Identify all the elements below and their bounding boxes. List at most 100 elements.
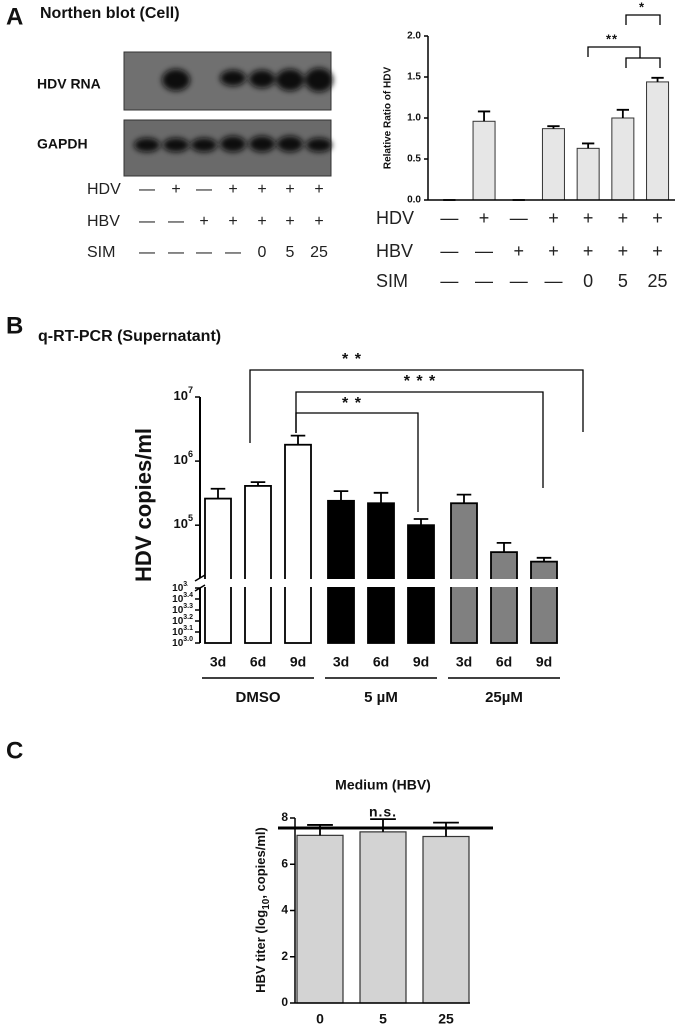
condition-label: HDV [376, 208, 414, 228]
tick-base: 10 [174, 453, 188, 468]
significance-label: * * [342, 395, 362, 412]
bar [296, 834, 344, 1004]
error-bar [413, 518, 429, 526]
condition-value: + [513, 241, 524, 261]
error-bar [496, 541, 512, 553]
y-tick-label: 2.0 [407, 31, 421, 42]
condition-value: 0 [258, 244, 267, 261]
condition-label: HBV [376, 241, 413, 261]
bar [530, 560, 558, 644]
y-axis-label-part: , copies/ml) [253, 827, 268, 899]
significance-bracket [249, 369, 584, 443]
condition-value: — [168, 244, 184, 261]
bar [244, 485, 272, 644]
condition-value: + [314, 213, 323, 230]
condition-value: 25 [310, 244, 328, 261]
x-tick-label: 25 [438, 1011, 454, 1027]
x-tick-label: 3d [333, 654, 349, 670]
tick-exponent: 7 [188, 385, 193, 395]
y-tick-label: 2 [281, 949, 288, 963]
condition-value: — [196, 244, 212, 261]
blot-row-label: GAPDH [37, 136, 88, 152]
condition-value: — [225, 244, 241, 261]
x-tick-label: 6d [250, 654, 266, 670]
condition-value: + [618, 241, 629, 261]
condition-value: + [171, 181, 180, 198]
condition-value: — [139, 244, 155, 261]
tick-exponent: 5 [188, 514, 193, 524]
blot-title: Northen blot (Cell) [40, 5, 180, 22]
error-bar [433, 821, 459, 837]
y-tick-label: 4 [281, 903, 288, 917]
panel-label: B [6, 312, 23, 339]
tick-base: 10 [174, 388, 188, 403]
condition-value: + [583, 208, 594, 228]
y-tick-label: 107 [174, 385, 193, 403]
error-bar [581, 142, 595, 149]
x-tick-label: 5 [379, 1011, 387, 1027]
condition-value: + [479, 208, 490, 228]
significance-bracket [295, 412, 419, 512]
y-tick-label: 0.5 [407, 154, 421, 165]
bar [284, 443, 312, 644]
error-bar [651, 76, 664, 82]
bar [204, 497, 232, 644]
group-label: 5 µM [364, 689, 398, 706]
condition-value: + [199, 213, 208, 230]
condition-label: SIM [376, 271, 408, 291]
condition-value: + [228, 213, 237, 230]
tick-exponent: 3.0 [183, 636, 193, 643]
condition-value: 25 [648, 271, 668, 291]
y-tick-label: 105 [174, 514, 193, 532]
error-bar [616, 108, 630, 118]
group-label: 25µM [485, 689, 523, 706]
condition-value: — [510, 208, 528, 228]
condition-value: — [475, 241, 493, 261]
error-bar [333, 490, 349, 501]
tick-base: 10 [172, 638, 184, 649]
y-tick-label: 103.3 [172, 603, 193, 616]
bar [576, 147, 600, 201]
error-bar [477, 110, 491, 122]
y-axis-label-part: 10 [261, 898, 272, 910]
chart-title: q-RT-PCR (Supernatant) [38, 328, 221, 345]
condition-value: — [440, 208, 458, 228]
significance-bracket [625, 14, 661, 25]
condition-value: — [139, 213, 155, 230]
y-tick-label: 106 [174, 449, 193, 467]
significance-label: n.s. [369, 804, 397, 820]
condition-value: + [583, 241, 594, 261]
condition-value: — [139, 181, 155, 198]
error-bar [456, 493, 472, 504]
significance-label: ** [606, 31, 618, 46]
bar [327, 499, 355, 644]
condition-value: + [285, 181, 294, 198]
condition-value: — [440, 241, 458, 261]
condition-value: — [475, 271, 493, 291]
y-axis-label-part: HBV titer (log [253, 910, 268, 993]
tick-exponent: 3.3 [183, 603, 193, 610]
blot-image [123, 51, 333, 177]
condition-value: + [548, 241, 559, 261]
y-tick-label: 1.0 [407, 113, 421, 124]
tick-base: 10 [172, 583, 184, 594]
bar [359, 831, 407, 1004]
condition-label: SIM [87, 244, 115, 261]
condition-value: — [196, 181, 212, 198]
condition-label: HBV [87, 213, 120, 230]
y-tick-label: 103.4 [172, 592, 193, 605]
condition-value: — [168, 213, 184, 230]
condition-value: — [440, 271, 458, 291]
group-label: DMSO [236, 689, 281, 706]
tick-base: 10 [172, 616, 184, 627]
condition-value: + [618, 208, 629, 228]
x-tick-label: 6d [496, 654, 512, 670]
bar [541, 128, 565, 201]
tick-exponent: 6 [188, 449, 193, 459]
error-bar [373, 491, 389, 504]
x-tick-label: 3d [456, 654, 472, 670]
error-bar [547, 125, 560, 129]
tick-exponent: 3.1 [183, 625, 193, 632]
condition-value: + [548, 208, 559, 228]
